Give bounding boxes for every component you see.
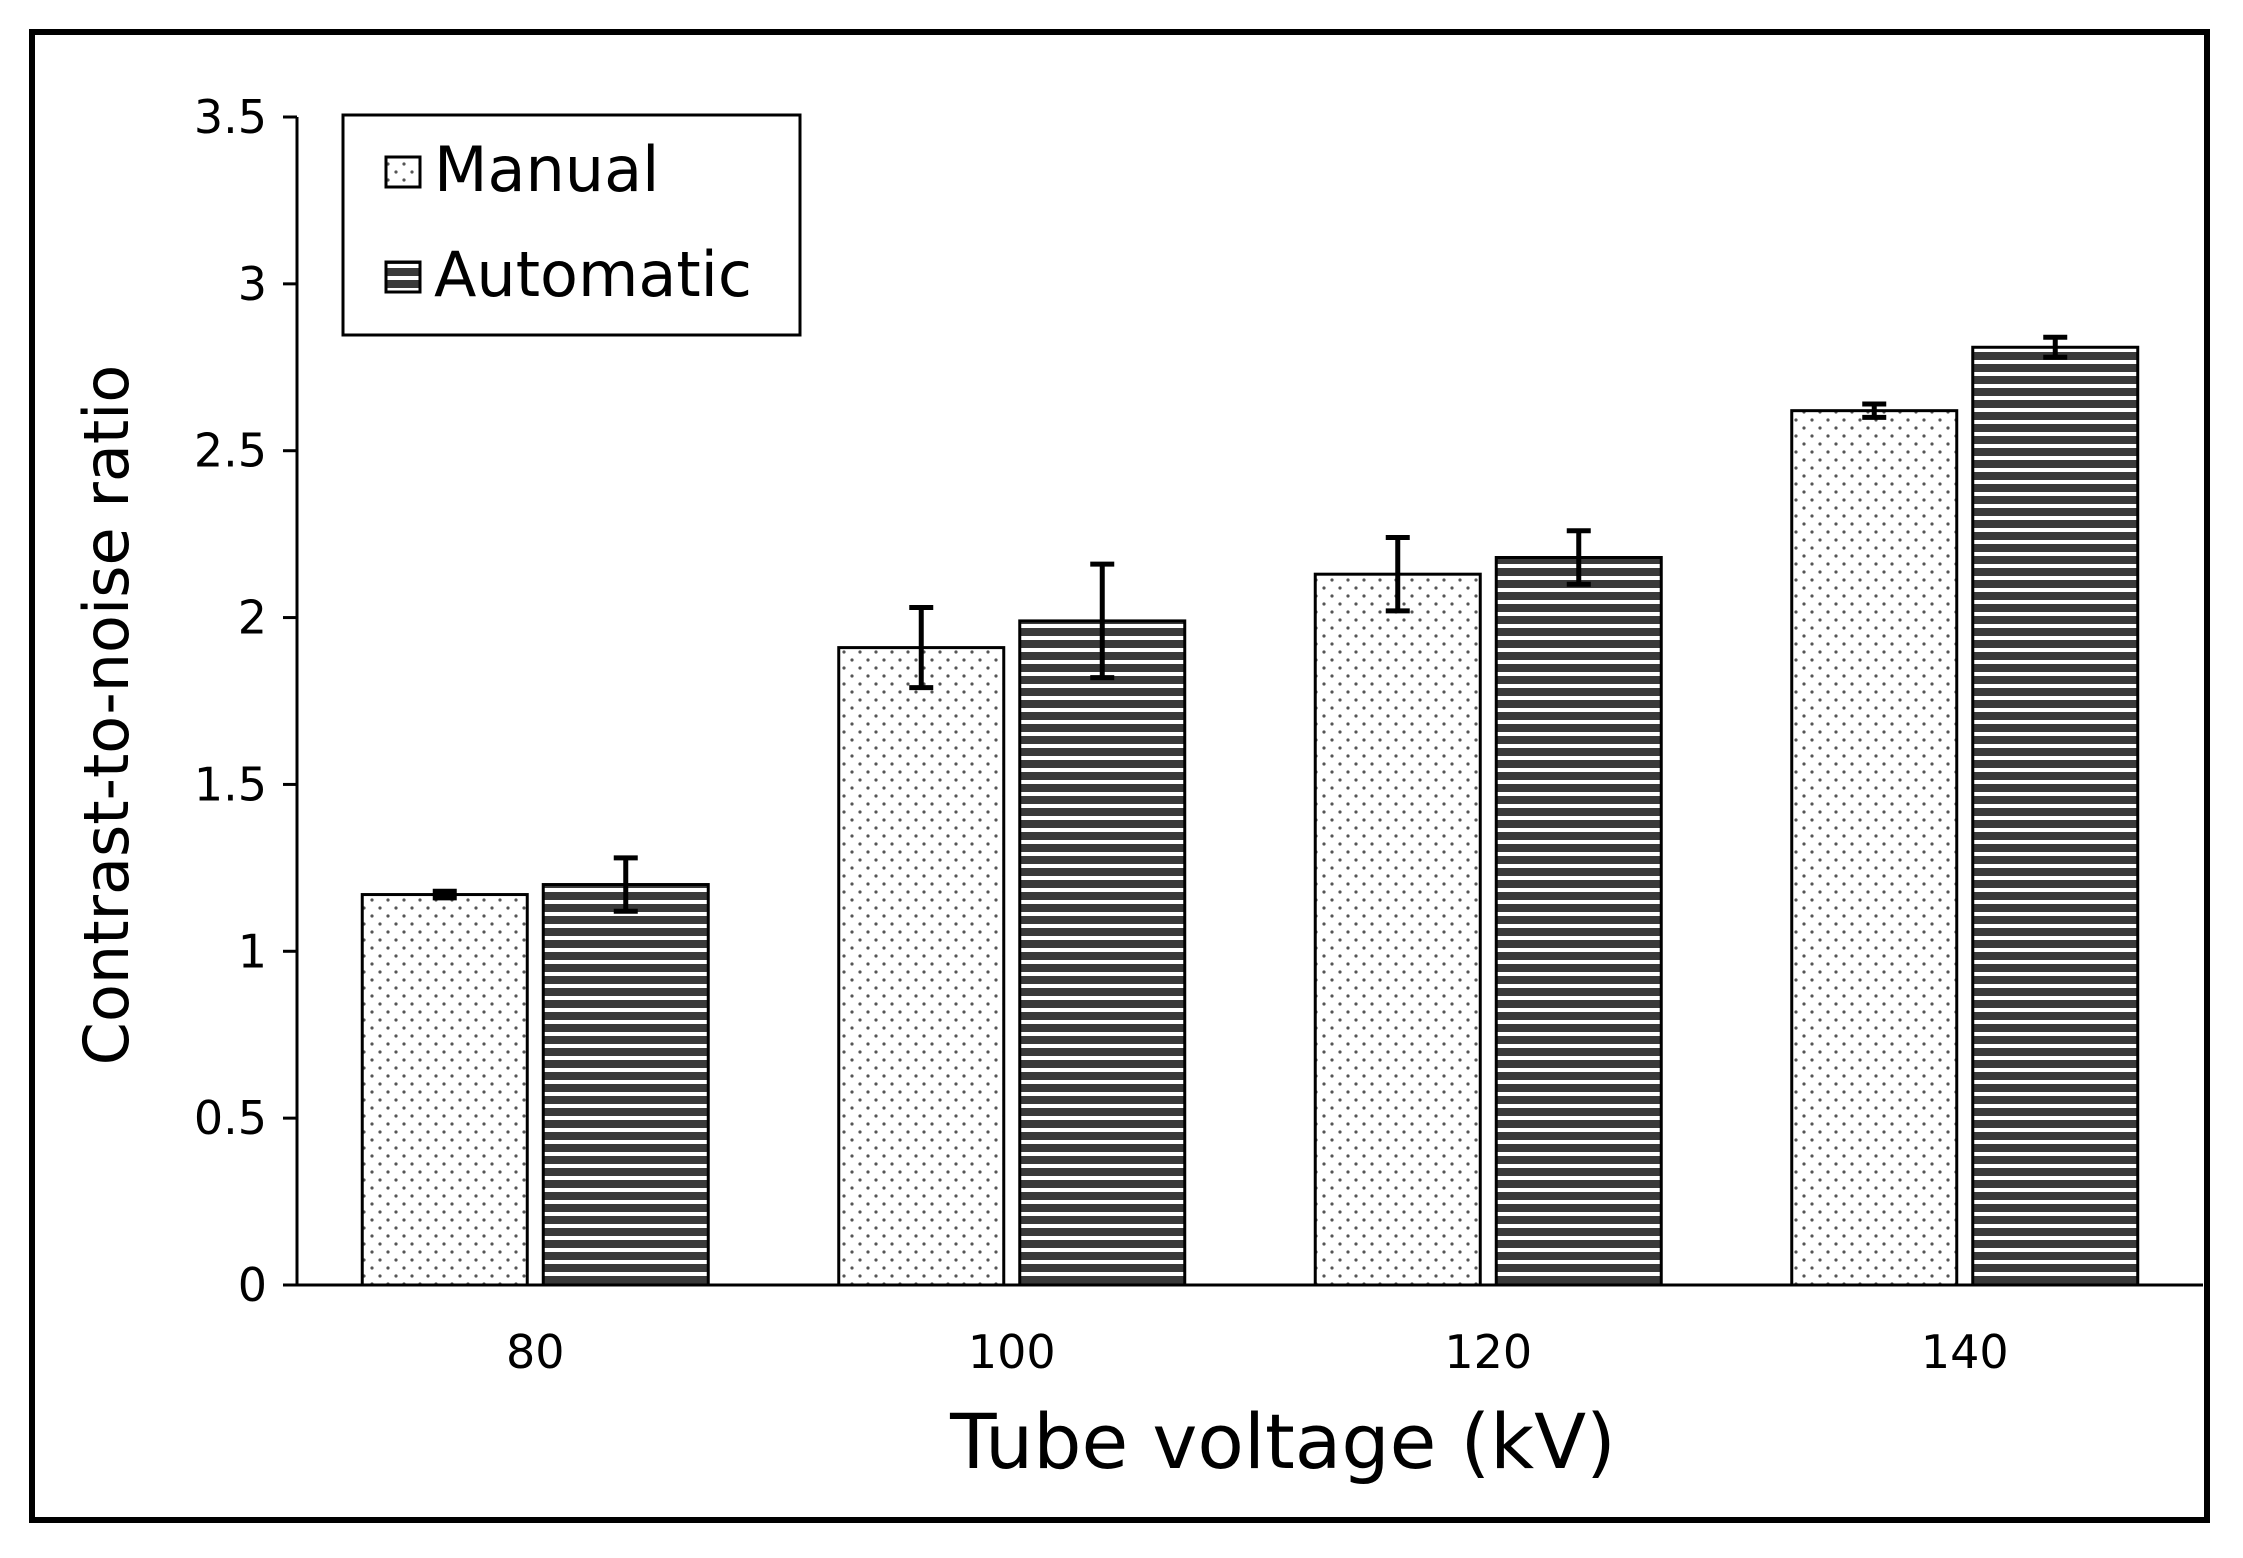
y-tick-label: 1 [238,924,267,978]
legend-swatch-manual [384,155,422,189]
chart-frame [29,29,2210,1523]
bar-manual-80 [360,893,529,1287]
bar-manual-120 [1313,572,1482,1287]
bar-manual-140 [1790,409,1959,1287]
x-axis-title: Tube voltage (kV) [949,1397,1616,1486]
bar-manual-100 [837,646,1006,1287]
bars-group [360,345,2140,1287]
bar-automatic-140 [1971,345,2140,1287]
legend-box [341,113,802,337]
legend-label-manual: Manual [434,133,659,206]
x-axis: 80 100 120 140 [297,1283,2203,1379]
y-axis: 0 0.5 1 1.5 2 2.5 3 3.5 [194,90,299,1312]
y-tick-label: 3 [238,257,267,311]
bar-automatic-80 [541,883,710,1287]
x-tick-label: 100 [968,1325,1056,1379]
bar-automatic-120 [1494,556,1663,1287]
legend-label-automatic: Automatic [434,238,752,311]
bar-automatic-100 [1018,619,1187,1287]
x-tick-label: 140 [1921,1325,2009,1379]
y-tick-label: 0.5 [194,1091,267,1145]
legend: Manual Automatic [341,113,802,337]
y-tick-label: 3.5 [194,90,267,144]
x-tick-label: 80 [506,1325,565,1379]
y-axis-title: Contrast-to-noise ratio [70,365,143,1066]
y-tick-label: 0 [238,1258,267,1312]
y-tick-label: 1.5 [194,757,267,811]
legend-swatch-automatic [384,260,422,294]
y-tick-label: 2 [238,591,267,645]
error-bars-group [432,334,2068,914]
y-tick-label: 2.5 [194,424,267,478]
x-tick-label: 120 [1444,1325,1532,1379]
